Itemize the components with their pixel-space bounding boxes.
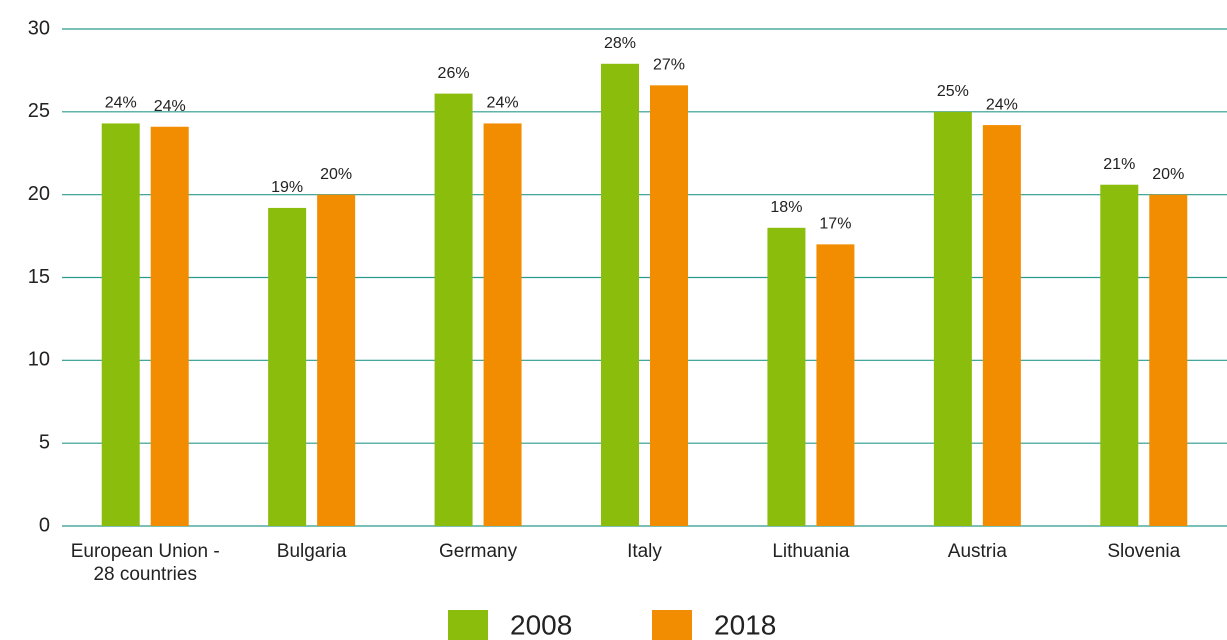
- bar: [317, 194, 356, 526]
- bar: [816, 244, 855, 526]
- value-label: 24%: [986, 96, 1018, 113]
- value-label: 28%: [604, 35, 636, 52]
- x-tick-label: European Union - 28 countries: [70, 541, 220, 585]
- value-label: 24%: [154, 98, 186, 115]
- y-tick-label: 25: [28, 100, 50, 122]
- bar: [434, 93, 473, 527]
- x-tick-label-box: Slovenia: [1107, 541, 1181, 562]
- bar: [483, 123, 522, 527]
- x-tick-label: Lithuania: [772, 541, 850, 562]
- y-tick-label: 0: [39, 514, 50, 536]
- bar: [268, 207, 307, 527]
- y-tick-label: 5: [39, 431, 50, 453]
- legend-swatch: [652, 610, 692, 640]
- bar: [650, 85, 688, 527]
- bar: [982, 125, 1021, 526]
- value-label: 17%: [819, 216, 851, 233]
- value-label: 18%: [770, 199, 802, 216]
- bar: [933, 111, 972, 526]
- x-tick-label-box: Germany: [438, 541, 518, 562]
- value-label: 25%: [937, 83, 969, 100]
- y-tick-label: 20: [28, 183, 50, 205]
- bar: [601, 63, 639, 526]
- legend-label: 2018: [714, 609, 776, 640]
- value-label: 21%: [1103, 156, 1135, 173]
- value-label: 20%: [320, 166, 352, 183]
- x-tick-label-box: European Union - 28 countries: [70, 541, 220, 585]
- y-tick-label: 15: [28, 266, 50, 288]
- x-tick-label-box: Lithuania: [772, 541, 850, 562]
- value-label: 20%: [1152, 166, 1184, 183]
- x-tick-label-box: Bulgaria: [276, 541, 347, 562]
- bar: [150, 126, 189, 526]
- value-label: 27%: [653, 57, 685, 74]
- x-tick-label: Germany: [438, 541, 518, 562]
- value-label: 19%: [271, 179, 303, 196]
- bar: [101, 123, 140, 527]
- legend-swatch: [448, 610, 488, 640]
- x-tick-label: Bulgaria: [276, 541, 347, 562]
- y-tick-label: 10: [28, 349, 50, 371]
- x-tick-label: Italy: [627, 541, 662, 562]
- value-label: 24%: [487, 95, 519, 112]
- bar: [1100, 184, 1139, 526]
- value-label: 24%: [105, 95, 137, 112]
- bar: [767, 227, 806, 527]
- x-tick-label-box: Austria: [947, 541, 1007, 562]
- x-tick-label: Austria: [947, 541, 1007, 562]
- value-label: 26%: [438, 65, 470, 82]
- x-tick-label: Slovenia: [1107, 541, 1181, 562]
- x-tick-label-box: Italy: [627, 541, 662, 562]
- bar: [1149, 194, 1188, 526]
- legend-label: 2008: [510, 609, 572, 640]
- y-tick-label: 30: [28, 17, 50, 39]
